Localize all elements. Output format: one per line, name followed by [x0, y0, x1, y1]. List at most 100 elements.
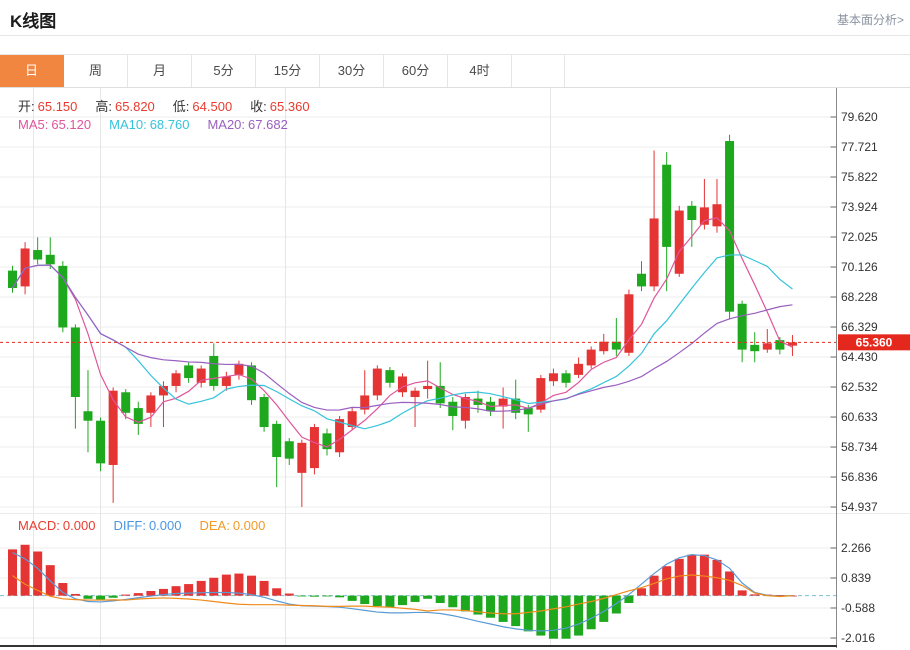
macd-bar — [725, 571, 735, 596]
candle — [133, 408, 143, 424]
candle — [385, 370, 395, 383]
candle — [335, 419, 345, 453]
candle — [397, 376, 407, 393]
axis-tick-label: 0.839 — [841, 571, 871, 585]
tab-15分[interactable]: 15分 — [256, 55, 320, 87]
candle — [70, 327, 80, 398]
macd-bar — [775, 595, 785, 596]
candle — [259, 397, 269, 428]
macd-bar — [536, 595, 546, 636]
tab-月[interactable]: 月 — [128, 55, 192, 87]
candle — [737, 303, 747, 350]
candle — [649, 218, 659, 287]
macd-bar — [699, 554, 709, 596]
tab-5分[interactable]: 5分 — [192, 55, 256, 87]
candle — [108, 390, 118, 465]
macd-bar — [158, 588, 168, 596]
macd-bar — [599, 595, 609, 622]
macd-bar — [637, 588, 646, 596]
macd-bar — [171, 586, 181, 596]
macd-bar — [58, 583, 68, 596]
candle — [146, 395, 156, 413]
tab-4时[interactable]: 4时 — [448, 55, 512, 87]
candle — [548, 373, 558, 382]
ma20-line — [11, 264, 793, 412]
macd-bar — [486, 595, 496, 618]
axis-tick-label: 54.937 — [841, 500, 878, 514]
tab-30分[interactable]: 30分 — [320, 55, 384, 87]
axis-tick-label: -0.588 — [841, 601, 875, 615]
macd-bar — [259, 580, 269, 596]
macd-bar — [498, 595, 508, 622]
last-price-tag — [838, 334, 910, 351]
macd-bar — [108, 595, 118, 598]
ma5-line — [11, 217, 793, 448]
axis-tick-label: 72.025 — [841, 230, 878, 244]
candle — [410, 390, 420, 398]
candle — [221, 376, 231, 386]
candle — [297, 442, 307, 473]
macd-bar — [70, 593, 80, 596]
macd-bar — [750, 594, 760, 596]
candle — [611, 341, 621, 350]
candle — [448, 401, 458, 416]
candle — [309, 427, 319, 469]
macd-bar — [96, 595, 106, 600]
tab-日[interactable]: 日 — [0, 55, 64, 87]
macd-bar — [272, 588, 282, 596]
candle — [699, 207, 709, 225]
timeframe-tabs: 日周月 5分 15分 30分 60分 4时 — [0, 54, 910, 88]
candle — [20, 248, 30, 287]
axis-tick-label: 56.836 — [841, 470, 878, 484]
tab-filler — [512, 55, 565, 87]
tab-60分[interactable]: 60分 — [384, 55, 448, 87]
macd-bar — [83, 595, 93, 599]
macd-bar — [649, 575, 659, 596]
candle — [272, 423, 282, 458]
macd-bar — [33, 551, 43, 596]
candle — [460, 397, 470, 421]
macd-bar — [662, 566, 672, 596]
candle — [762, 343, 772, 350]
tab-周[interactable]: 周 — [64, 55, 128, 87]
diff-line — [12, 552, 793, 632]
macd-bar — [435, 595, 445, 603]
candle — [662, 164, 672, 247]
axis-tick-label: 73.924 — [841, 200, 878, 214]
macd-bar — [133, 593, 143, 596]
candle — [712, 204, 722, 227]
candle — [234, 363, 244, 375]
candle — [209, 355, 219, 386]
macd-bar — [737, 590, 747, 596]
candle — [586, 349, 596, 366]
axis-tick-label: 62.532 — [841, 380, 878, 394]
macd-bar — [284, 593, 294, 596]
macd-bar — [473, 595, 483, 615]
macd-bar — [309, 595, 319, 597]
candle — [158, 385, 168, 396]
candle — [775, 340, 785, 350]
candle — [725, 141, 735, 312]
macd-bar — [247, 575, 257, 596]
macd-bar — [423, 595, 433, 599]
axis-tick-label: 77.721 — [841, 140, 878, 154]
candle — [750, 344, 760, 352]
candle — [561, 373, 571, 383]
candle — [372, 368, 382, 396]
candle — [96, 420, 106, 464]
candle — [347, 411, 357, 428]
macd-bar — [297, 595, 307, 597]
axis-tick-label: 70.126 — [841, 260, 878, 274]
candle — [523, 408, 533, 415]
macd-bar — [385, 595, 395, 608]
candle — [322, 433, 332, 450]
candle — [121, 392, 131, 413]
macd-bar — [360, 595, 370, 605]
axis-tick-label: 79.620 — [841, 110, 878, 124]
macd-bar — [8, 549, 17, 596]
macd-bar — [335, 595, 345, 598]
macd-bar — [20, 544, 30, 596]
fundamental-analysis-link[interactable]: 基本面分析> — [836, 13, 904, 27]
